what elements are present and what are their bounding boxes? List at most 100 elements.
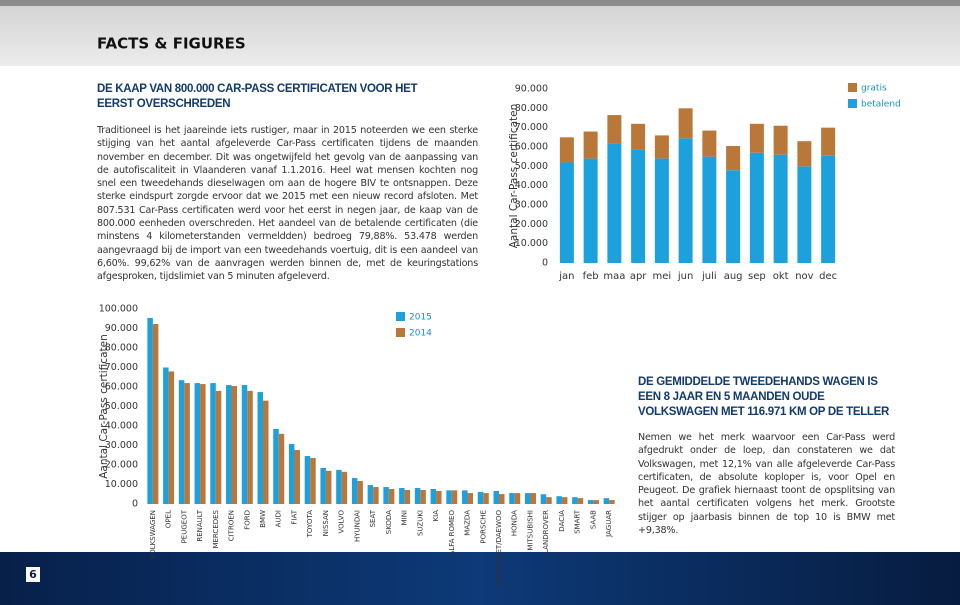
bar-segment <box>797 166 812 263</box>
bar-segment <box>773 125 788 155</box>
bar <box>399 488 405 504</box>
x-tick-label: jun <box>677 271 693 282</box>
bar <box>231 386 238 504</box>
bar <box>388 488 395 504</box>
x-tick-label: VOLKSWAGEN <box>149 510 157 559</box>
x-tick-label: juli <box>701 271 717 282</box>
bar <box>226 385 232 504</box>
bar <box>273 428 279 504</box>
bar <box>263 400 269 504</box>
bar <box>556 496 562 504</box>
footer-band <box>0 552 960 605</box>
article-body: Nemen we het merk waarvoor een Car-Pass … <box>638 432 895 537</box>
x-tick-label: MERCEDES <box>212 509 220 548</box>
y-tick-label: 60.000 <box>105 382 138 393</box>
y-tick-label: 0 <box>542 258 548 269</box>
bar <box>436 490 442 504</box>
bar-segment <box>797 141 812 167</box>
x-tick-label: SEAT <box>369 509 377 527</box>
x-tick-label: HONDA <box>511 510 519 536</box>
x-tick-label: FORD <box>243 510 251 530</box>
x-tick-label: mei <box>653 271 672 282</box>
bar <box>168 371 175 504</box>
bar <box>351 478 358 504</box>
bar <box>609 500 615 504</box>
bar-segment <box>559 162 574 263</box>
bar <box>499 494 505 504</box>
x-tick-label: SAAB <box>589 510 597 529</box>
bar <box>215 390 222 504</box>
y-tick-label: 30.000 <box>515 200 548 211</box>
header-band <box>0 6 960 66</box>
bar-segment <box>607 143 622 263</box>
page-title: FACTS & FIGURES <box>97 35 246 53</box>
x-tick-label: RENAULT <box>196 509 204 541</box>
x-tick-label: FIAT <box>290 509 298 524</box>
bar <box>561 497 568 504</box>
bar-segment <box>654 135 669 159</box>
x-tick-label: dec <box>819 271 837 282</box>
bar <box>524 493 531 504</box>
bar <box>493 490 499 504</box>
bar <box>210 383 216 504</box>
bar <box>241 385 248 504</box>
legend-swatch <box>848 99 857 108</box>
x-tick-label: maa <box>603 271 625 282</box>
article-heading: DE GEMIDDELDE TWEEDEHANDS WAGEN IS EEN 8… <box>638 376 890 418</box>
bar <box>462 490 468 504</box>
x-tick-label: sep <box>748 271 766 282</box>
legend-swatch <box>848 83 857 92</box>
bar <box>546 497 552 504</box>
bar <box>320 467 326 504</box>
legend-label: 2015 <box>409 313 432 323</box>
x-tick-label: aug <box>724 271 743 282</box>
bar-segment <box>631 123 646 150</box>
legend-label: gratis <box>861 84 887 94</box>
bar-segment <box>821 155 836 263</box>
bar <box>540 494 547 504</box>
bar <box>404 489 411 504</box>
bar <box>420 489 426 504</box>
bar <box>514 493 521 504</box>
bar <box>147 317 153 504</box>
bar <box>577 498 584 504</box>
legend-label: betalend <box>861 100 901 110</box>
y-tick-label: 70.000 <box>105 362 138 373</box>
x-tick-label: SMART <box>574 509 582 534</box>
x-tick-label: AUDI <box>275 510 283 527</box>
x-tick-label: VOLVO <box>338 510 346 534</box>
bar-segment <box>678 108 693 139</box>
y-tick-label: 0 <box>132 499 138 510</box>
y-axis-label: Aantal Car-Pass certificaten <box>98 334 110 479</box>
bar <box>341 471 348 504</box>
bar <box>325 470 332 504</box>
bar-segment <box>583 131 598 159</box>
x-tick-label: MITSUBISHI <box>526 510 534 551</box>
bar-segment <box>726 170 741 263</box>
x-tick-label: okt <box>773 271 789 282</box>
bar-segment <box>726 146 741 171</box>
x-tick-label: ALFA ROMEO <box>448 510 456 556</box>
bar-segment <box>702 130 717 157</box>
bar <box>304 456 311 504</box>
x-tick-label: nov <box>795 271 813 282</box>
x-tick-label: apr <box>630 271 647 282</box>
y-tick-label: 20.000 <box>515 219 548 230</box>
y-tick-label: 10.000 <box>515 238 548 249</box>
bar <box>336 469 342 504</box>
bar <box>163 367 169 504</box>
x-tick-label: JAGUAR <box>605 510 613 538</box>
bar-segment <box>749 123 764 153</box>
bar-segment <box>749 152 764 263</box>
x-tick-label: DACIA <box>558 510 566 532</box>
y-tick-label: 90.000 <box>515 84 548 95</box>
bar-segment <box>678 138 693 263</box>
x-tick-label: HYUNDAI <box>353 510 361 542</box>
bar-segment <box>773 154 788 263</box>
bar <box>446 490 452 504</box>
bar <box>310 457 316 504</box>
x-tick-label: CITROEN <box>228 510 236 541</box>
x-tick-label: NISSAN <box>322 510 330 536</box>
bar <box>414 488 421 504</box>
